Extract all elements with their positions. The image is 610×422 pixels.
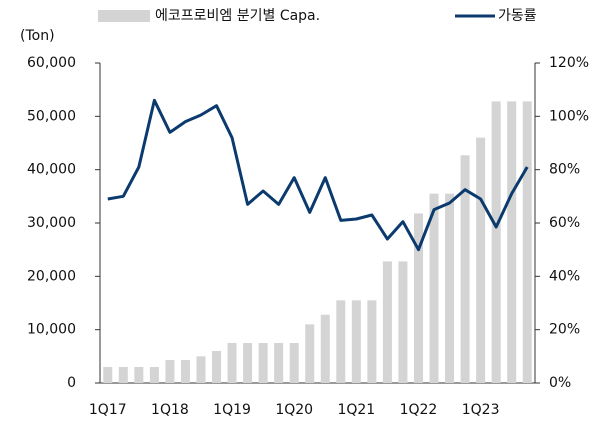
bar — [351, 300, 361, 383]
y2-tick-label: 60% — [549, 215, 580, 231]
y2-tick-label: 80% — [549, 162, 580, 178]
y2-tick-label: 20% — [549, 322, 580, 338]
bar — [445, 193, 455, 383]
bar — [227, 343, 237, 383]
bar — [118, 367, 128, 383]
x-tick-label: 1Q23 — [462, 402, 500, 418]
x-tick-label: 1Q20 — [275, 402, 313, 418]
bar — [180, 360, 190, 383]
x-tick-label: 1Q18 — [151, 402, 189, 418]
y-tick-label: 40,000 — [27, 162, 76, 178]
bar — [336, 300, 346, 383]
bar — [165, 360, 175, 383]
legend-swatch — [98, 10, 150, 22]
bar — [413, 213, 423, 383]
y-tick-label: 20,000 — [27, 268, 76, 284]
legend-label: 에코프로비엠 분기별 Capa. — [155, 8, 320, 24]
bar — [476, 137, 486, 383]
bar — [258, 343, 268, 383]
bar — [134, 367, 144, 383]
bar — [149, 367, 159, 383]
bar — [522, 101, 532, 384]
bar — [398, 261, 408, 383]
y2-tick-label: 100% — [549, 108, 589, 124]
y-tick-label: 10,000 — [27, 322, 76, 338]
y-unit-label: (Ton) — [20, 28, 55, 44]
bar — [367, 300, 377, 383]
legend-label: 가동률 — [498, 8, 537, 24]
bar — [491, 101, 501, 384]
bar — [382, 261, 392, 383]
bar — [320, 314, 330, 383]
y-tick-label: 0 — [67, 375, 76, 391]
bar — [289, 343, 299, 383]
x-tick-label: 1Q22 — [400, 402, 438, 418]
x-tick-label: 1Q17 — [89, 402, 127, 418]
bar — [460, 155, 470, 383]
y2-tick-label: 0% — [549, 375, 571, 391]
line — [107, 98, 529, 252]
y2-tick-label: 120% — [549, 55, 589, 71]
y2-tick-label: 40% — [549, 268, 580, 284]
bar — [305, 324, 315, 383]
y-tick-label: 50,000 — [27, 108, 76, 124]
bar — [196, 356, 206, 383]
bar — [429, 193, 439, 383]
bar — [212, 351, 222, 383]
x-tick-label: 1Q21 — [337, 402, 375, 418]
bar — [274, 343, 284, 383]
bar — [243, 343, 253, 383]
bar — [103, 367, 113, 383]
y-tick-label: 60,000 — [27, 55, 76, 71]
x-tick-label: 1Q19 — [213, 402, 251, 418]
bar — [507, 101, 517, 384]
y-tick-label: 30,000 — [27, 215, 76, 231]
